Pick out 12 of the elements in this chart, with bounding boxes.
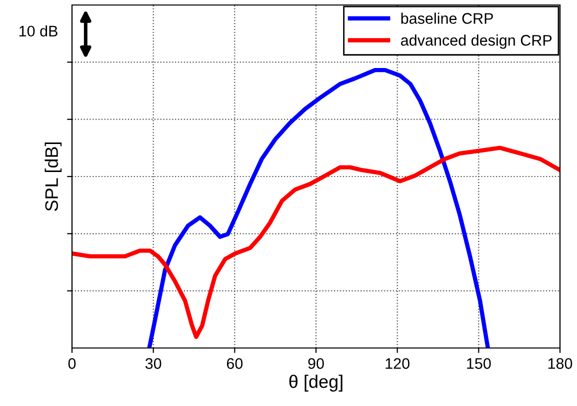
x-tick-label: 30 xyxy=(145,358,162,369)
x-tick-label: 90 xyxy=(308,358,324,369)
x-axis-title: θ [deg] xyxy=(289,374,342,392)
x-tick-label: 180 xyxy=(548,358,572,369)
text: 10 dB xyxy=(19,25,58,37)
x-tick-label: 150 xyxy=(467,358,491,369)
legend-label: advanced design CRP xyxy=(400,34,552,49)
x-tick-label: 120 xyxy=(386,358,410,369)
x-tick-label: 0 xyxy=(68,358,76,369)
y-axis-title: SPL [dB] xyxy=(44,142,62,211)
legend-label: baseline CRP xyxy=(401,12,493,24)
x-tick-label: 60 xyxy=(226,358,243,369)
